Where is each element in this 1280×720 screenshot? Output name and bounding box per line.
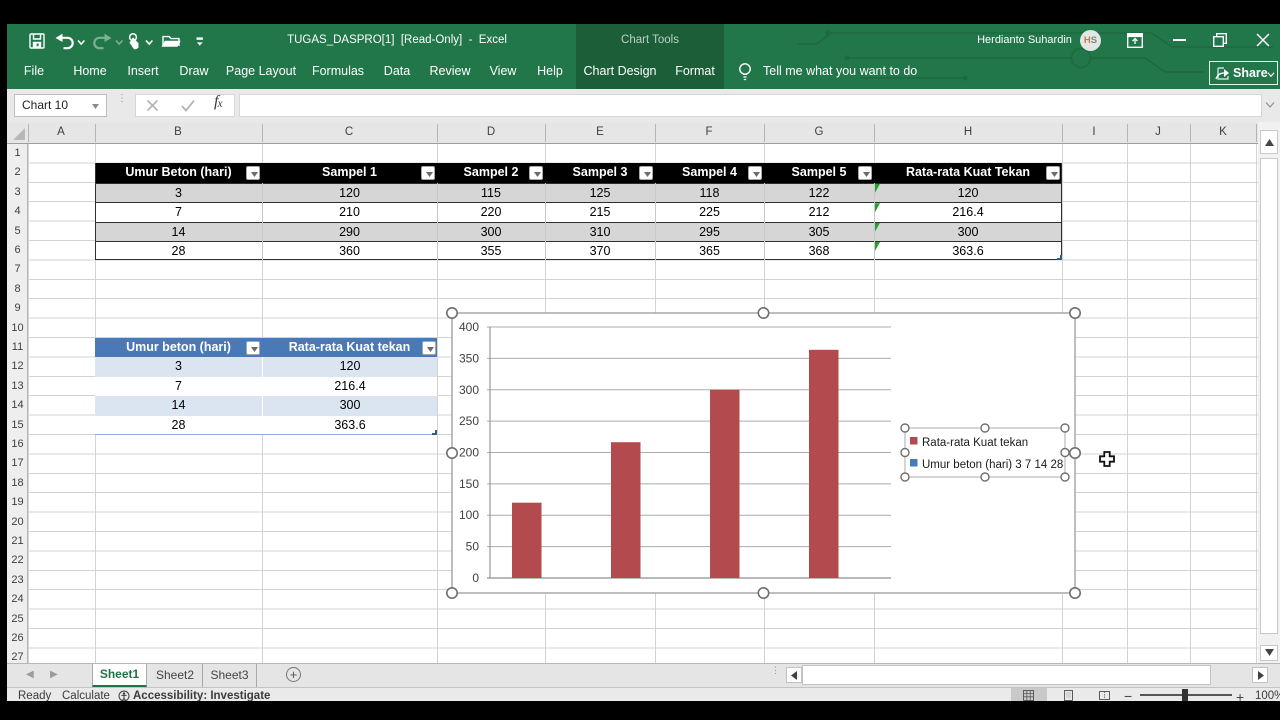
svg-text:350: 350 bbox=[459, 351, 479, 365]
svg-text:300: 300 bbox=[459, 383, 479, 397]
svg-text:Umur beton (hari) 3 7 14 28: Umur beton (hari) 3 7 14 28 bbox=[922, 459, 1063, 471]
svg-text:150: 150 bbox=[459, 477, 479, 491]
svg-text:0: 0 bbox=[472, 571, 479, 585]
svg-text:200: 200 bbox=[459, 446, 479, 460]
svg-text:100: 100 bbox=[459, 508, 479, 522]
svg-text:250: 250 bbox=[459, 414, 479, 428]
svg-text:50: 50 bbox=[466, 540, 480, 554]
svg-text:400: 400 bbox=[459, 320, 479, 334]
svg-text:Rata-rata Kuat tekan: Rata-rata Kuat tekan bbox=[922, 437, 1028, 449]
